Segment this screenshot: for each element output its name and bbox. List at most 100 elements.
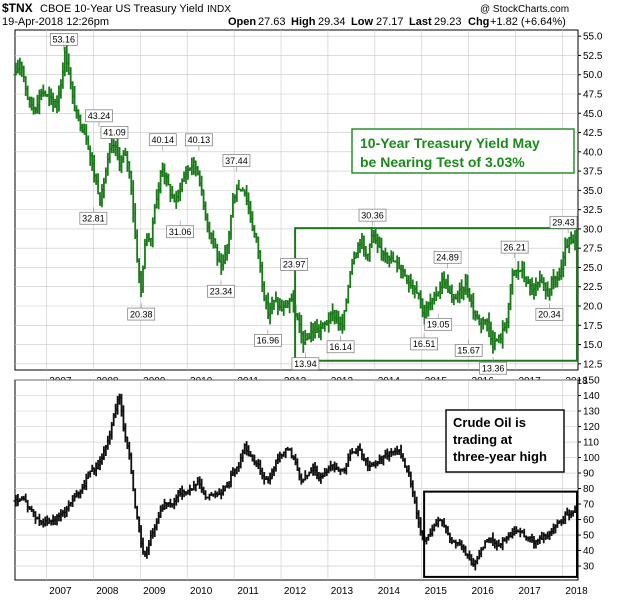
yield-annotation-label: 20.38 (130, 309, 153, 319)
last-value: 29.23 (434, 16, 462, 28)
yield-annotation-box (100, 126, 129, 139)
oil-y-tick-label: 130 (583, 407, 600, 418)
oil-range-box (423, 490, 579, 578)
oil-x-tick-label: 2016 (472, 586, 495, 597)
yield-annotation-box (127, 307, 156, 321)
yield-annotation-box (535, 308, 564, 321)
yield-y-tick-label: 47.5 (583, 89, 603, 100)
yield-annotation-label: 16.51 (413, 339, 436, 349)
open-value: 27.63 (258, 16, 286, 28)
yield-callout-line: 10-Year Treasury Yield May (360, 135, 540, 151)
oil-x-tick-label: 2018 (565, 586, 588, 597)
oil-y-tick-label: 120 (583, 422, 600, 433)
yield-y-tick-label: 52.5 (583, 51, 603, 62)
yield-annotation-box (49, 33, 78, 46)
yield-annotation-label: 53.16 (53, 35, 76, 45)
yield-annotation-box (410, 337, 438, 351)
yield-annotation-label: 15.67 (457, 346, 480, 356)
yield-annotation-box (549, 215, 578, 229)
yield-annotation-box (280, 258, 309, 271)
last-label: Last (409, 16, 432, 28)
oil-callout-line: trading at (453, 432, 513, 447)
yield-annotation-box (358, 208, 387, 222)
yield-y-tick-label: 35.0 (583, 186, 603, 197)
oil-y-tick-label: 140 (583, 391, 600, 402)
yield-callout-box (351, 128, 575, 174)
yield-annotation-box (166, 225, 194, 239)
yield-y-tick-label: 25.0 (583, 263, 603, 274)
oil-price-bars (13, 393, 578, 571)
oil-x-tick-label: 2008 (96, 586, 119, 597)
yield-y-tick-label: 30.0 (583, 224, 603, 235)
yield-annotation-box (454, 344, 483, 357)
oil-y-tick-label: 60 (583, 515, 595, 526)
yield-annotation-label: 19.05 (427, 320, 450, 330)
oil-x-tick-label: 2015 (425, 586, 448, 597)
yield-annotation-box (326, 340, 355, 354)
oil-callout-line: Crude Oil is (453, 415, 526, 430)
yield-annotation-box (433, 250, 462, 264)
yield-range-box (294, 227, 578, 362)
yield-y-tick-label: 22.5 (583, 282, 603, 293)
yield-annotation-label: 16.14 (329, 342, 352, 352)
oil-callout-line: three-year high (453, 449, 547, 464)
yield-annotation-label: 29.43 (552, 218, 575, 228)
yield-annotation-label: 13.36 (482, 364, 505, 374)
yield-annotation-label: 26.21 (503, 242, 526, 252)
yield-annotation-box (424, 317, 453, 331)
yield-annotation-label: 23.97 (283, 260, 306, 270)
oil-y-tick-label: 90 (583, 469, 595, 480)
yield-annotation-label: 43.24 (88, 111, 111, 121)
treasury-yield-panel: 12.5 15.0 17.5 20.0 22.5 25.0 27.5 30.0 32.5 35.0… (13, 29, 603, 387)
yield-annotation-label: 41.09 (103, 128, 126, 138)
yield-annotation-label: 16.96 (257, 336, 280, 346)
yield-annotation-label: 40.13 (188, 135, 211, 145)
yield-annotation-label: 13.94 (294, 359, 317, 369)
chart-header: $TNX CBOE 10-Year US Treasury Yield INDX… (2, 1, 569, 28)
yield-y-tick-label: 40.0 (583, 147, 603, 158)
yield-y-tick-label: 55.0 (583, 32, 603, 43)
high-value: 29.34 (318, 16, 346, 28)
oil-callout-box (445, 409, 565, 473)
oil-y-tick-label: 70 (583, 500, 595, 511)
yield-annotation-label: 32.81 (82, 214, 105, 224)
yield-annotation-label: 37.44 (225, 156, 248, 166)
oil-y-tick-label: 100 (583, 453, 600, 464)
chg-label: Chg (468, 16, 489, 28)
oil-y-tick-label: 80 (583, 484, 595, 495)
yield-y-tick-label: 37.5 (583, 167, 603, 178)
yield-callout-line: be Nearing Test of 3.03% (360, 154, 525, 170)
yield-annotation-box (479, 361, 507, 375)
oil-y-tick-label: 150 (583, 376, 600, 387)
date-label: 19-Apr-2018 12:26pm (2, 16, 109, 28)
yield-price-bars (13, 44, 578, 354)
oil-y-tick-label: 50 (583, 531, 595, 542)
yield-annotation-label: 23.34 (210, 287, 233, 297)
high-label: High (291, 16, 316, 28)
low-label: Low (351, 16, 373, 28)
yield-y-tick-label: 15.0 (583, 340, 603, 351)
yield-annotation-box (291, 357, 320, 371)
yield-annotation-box (85, 109, 113, 123)
oil-x-tick-label: 2017 (518, 586, 541, 597)
exchange-label: INDX (207, 4, 231, 15)
yield-y-tick-label: 27.5 (583, 244, 603, 255)
yield-y-tick-label: 12.5 (583, 359, 603, 370)
crude-oil-panel: 30 40 50 60 70 80 90 100 110 120 130 140 150 2007 2008… (13, 376, 600, 597)
oil-x-tick-label: 2009 (143, 586, 166, 597)
yield-y-tick-label: 42.5 (583, 128, 603, 139)
yield-annotation-box (79, 211, 108, 225)
oil-x-tick-label: 2011 (237, 586, 259, 597)
yield-annotation-box (222, 154, 251, 167)
oil-x-tick-label: 2007 (49, 586, 72, 597)
oil-y-tick-label: 30 (583, 562, 595, 573)
yield-annotation-box (185, 133, 213, 147)
oil-x-tick-label: 2012 (284, 586, 307, 597)
yield-y-tick-label: 17.5 (583, 321, 603, 332)
instrument-name: CBOE 10-Year US Treasury Yield (40, 3, 203, 15)
yield-annotation-box (148, 133, 177, 147)
oil-y-tick-label: 110 (583, 438, 599, 449)
oil-x-tick-label: 2010 (190, 586, 213, 597)
yield-y-tick-label: 50.0 (583, 70, 603, 81)
